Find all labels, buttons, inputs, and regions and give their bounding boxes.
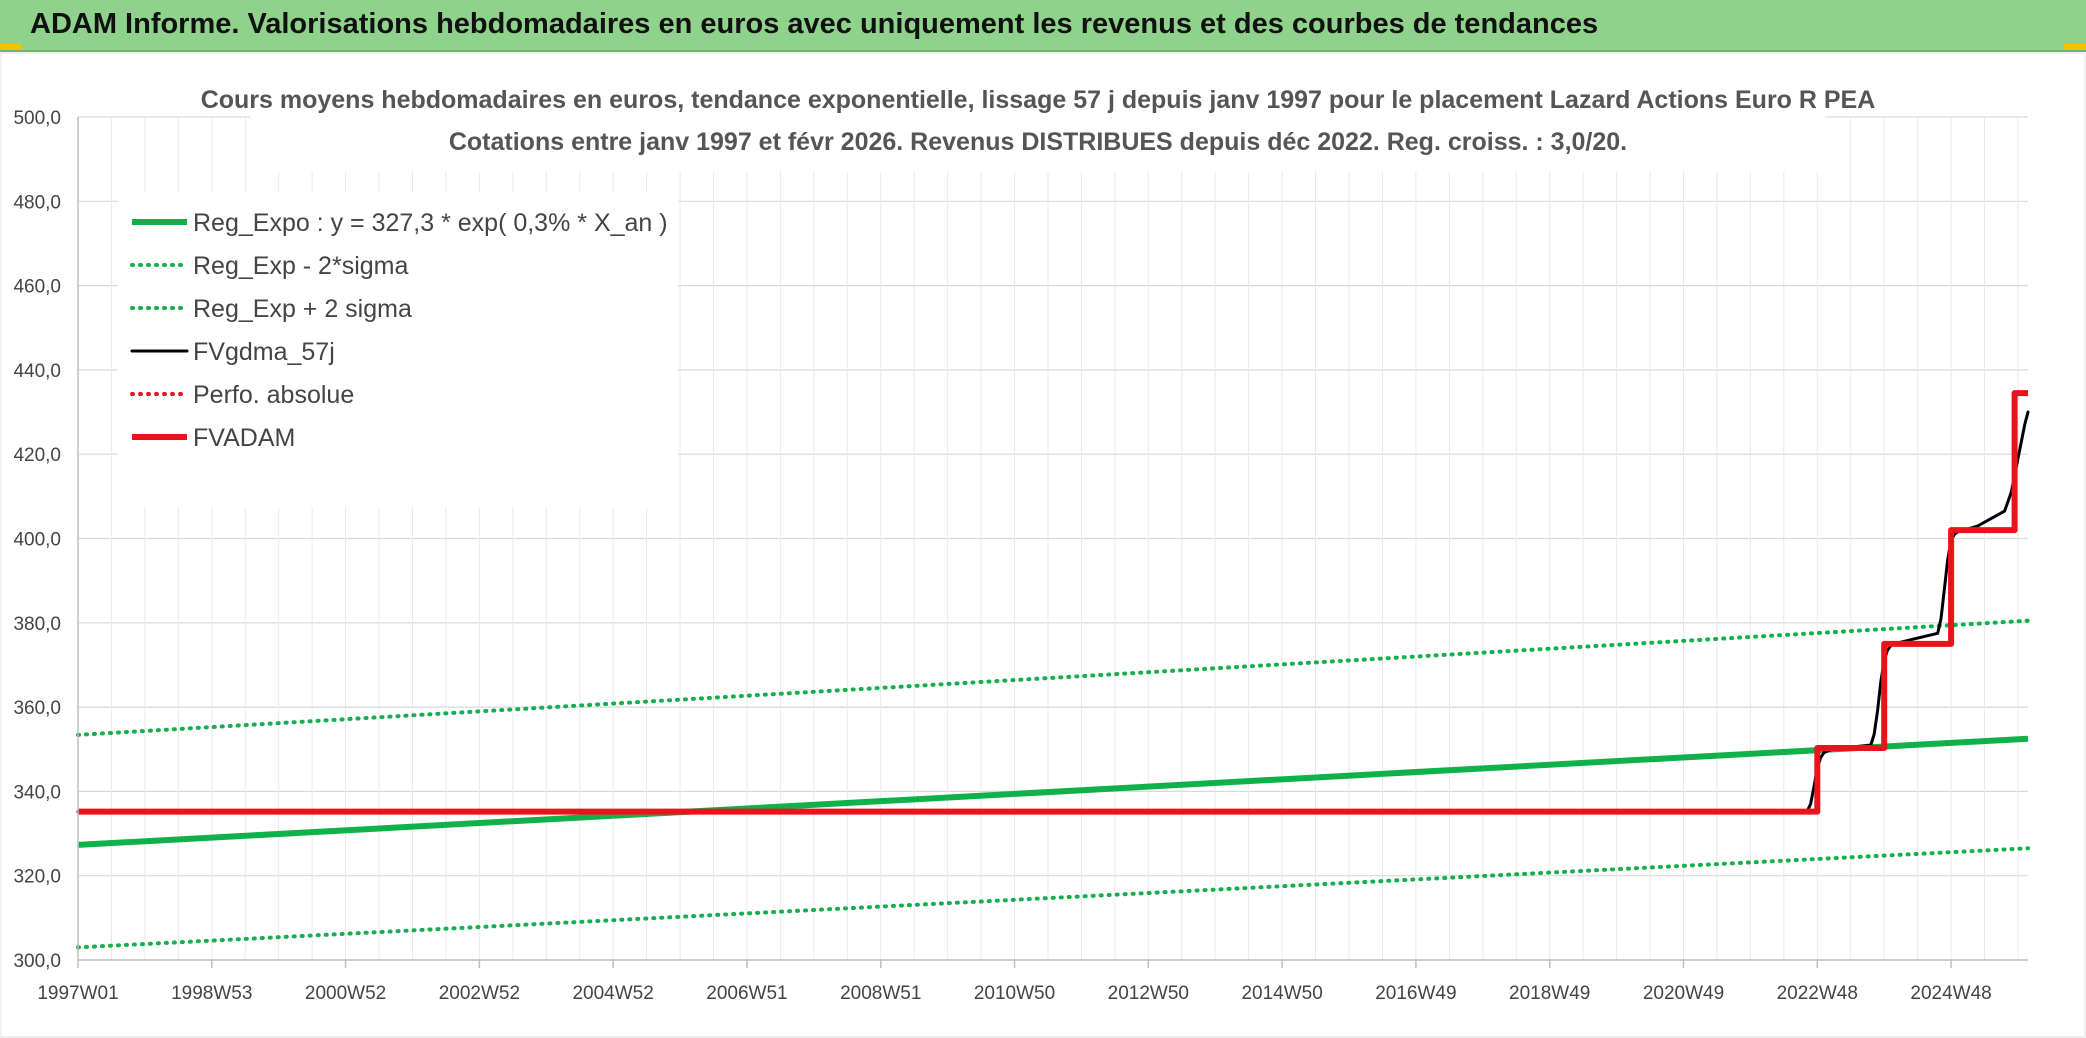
series-layer bbox=[76, 390, 2030, 950]
y-tick-label: 400,0 bbox=[13, 530, 61, 551]
y-tick-label: 360,0 bbox=[13, 698, 61, 719]
y-tick-label: 420,0 bbox=[13, 445, 61, 466]
legend-background bbox=[118, 192, 678, 507]
legend-label: Reg_Expo : y = 327,3 * exp( 0,3% * X_an … bbox=[193, 209, 668, 237]
legend-label: Reg_Exp + 2 sigma bbox=[193, 295, 412, 323]
x-tick-label: 2004W52 bbox=[572, 983, 653, 1004]
x-tick-label: 2014W50 bbox=[1241, 983, 1322, 1004]
corner-mark-right bbox=[2064, 44, 2086, 50]
x-tick-label: 2020W49 bbox=[1643, 983, 1724, 1004]
axis-layer: 300,0 320,0 340,0 360,0 380,0 400,0 420,0 440,0… bbox=[13, 108, 2028, 1004]
report-title: ADAM Informe. Valorisations hebdomadaire… bbox=[30, 8, 1599, 40]
x-tick-label: 2024W48 bbox=[1910, 983, 1991, 1004]
x-tick-label: 2022W48 bbox=[1777, 983, 1858, 1004]
x-tick-label: 2008W51 bbox=[840, 983, 921, 1004]
legend-label: FVgdma_57j bbox=[193, 338, 335, 366]
chart-title-background bbox=[250, 82, 1825, 172]
y-tick-label: 340,0 bbox=[13, 782, 61, 803]
y-tick-label: 480,0 bbox=[13, 192, 61, 213]
y-tick-label: 500,0 bbox=[13, 108, 61, 129]
y-tick-label: 320,0 bbox=[13, 867, 61, 888]
x-tick-label: 2002W52 bbox=[439, 983, 520, 1004]
legend-label: FVADAM bbox=[193, 424, 295, 452]
chart-title-line2: Cotations entre janv 1997 et févr 2026. … bbox=[449, 128, 1627, 156]
legend-label: Reg_Exp - 2*sigma bbox=[193, 252, 408, 280]
y-tick-label: 300,0 bbox=[13, 951, 61, 972]
chart-title-line1: Cours moyens hebdomadaires en euros, ten… bbox=[201, 86, 1876, 114]
series-line-reg-expo-y-327-3-exp-0-3-x-an bbox=[77, 735, 2029, 848]
x-tick-label: 2018W49 bbox=[1509, 983, 1590, 1004]
x-tick-label: 1997W01 bbox=[37, 983, 118, 1004]
y-tick-label: 440,0 bbox=[13, 361, 61, 382]
x-tick-label: 2000W52 bbox=[305, 983, 386, 1004]
legend-label: Perfo. absolue bbox=[193, 381, 354, 409]
series-line-reg-exp-2-sigma bbox=[76, 846, 2030, 950]
series-line-reg-exp-2-sigma bbox=[76, 618, 2030, 737]
corner-mark-left bbox=[0, 44, 22, 50]
series-line-fvadam bbox=[78, 390, 2028, 815]
header-banner: ADAM Informe. Valorisations hebdomadaire… bbox=[0, 0, 2086, 52]
legend: Reg_Expo : y = 327,3 * exp( 0,3% * X_an … bbox=[118, 192, 678, 507]
x-tick-label: 2006W51 bbox=[706, 983, 787, 1004]
x-tick-label: 2012W50 bbox=[1108, 983, 1189, 1004]
chart: 300,0 320,0 340,0 360,0 380,0 400,0 420,0 440,0… bbox=[0, 52, 2086, 1038]
y-tick-label: 460,0 bbox=[13, 277, 61, 298]
x-tick-label: 2016W49 bbox=[1375, 983, 1456, 1004]
y-tick-label: 380,0 bbox=[13, 614, 61, 635]
x-tick-label: 2010W50 bbox=[974, 983, 1055, 1004]
x-tick-label: 1998W53 bbox=[171, 983, 252, 1004]
